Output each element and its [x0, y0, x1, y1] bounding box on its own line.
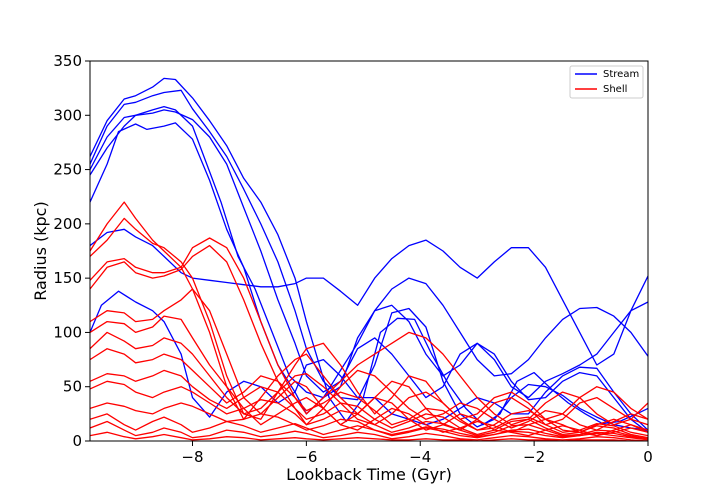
series-layer [90, 77, 648, 441]
shell-series-line-10 [90, 380, 648, 440]
y-tick-label: 350 [53, 52, 82, 70]
x-tick-label: 0 [643, 448, 653, 466]
legend-shell-label: Shell [603, 84, 627, 95]
y-tick-label: 100 [53, 323, 82, 341]
shell-series-line-9 [90, 369, 648, 439]
stream-series-line-2 [90, 89, 648, 431]
stream-series-line-5 [90, 122, 648, 415]
shell-series-line-8 [90, 348, 648, 437]
legend: Stream Shell [569, 65, 644, 99]
shell-series-line-5 [90, 288, 648, 437]
y-tick-label: 150 [53, 269, 82, 287]
x-tick-label: −8 [181, 448, 203, 466]
x-tick-label: −4 [409, 448, 431, 466]
y-axis-ticks: 0 50 100 150 200 250 300 350 [53, 52, 90, 450]
x-tick-label: −6 [295, 448, 317, 466]
shell-series-line-13 [90, 420, 648, 441]
legend-stream-label: Stream [603, 69, 639, 80]
shell-series-line-6 [90, 315, 648, 437]
shell-series-line-11 [90, 402, 648, 440]
x-axis-ticks: −8 −6 −4 −2 0 [181, 441, 653, 466]
y-tick-label: 300 [53, 106, 82, 124]
shell-series-line-4 [90, 244, 648, 431]
shell-series-line-3 [90, 237, 648, 426]
x-tick-label: −2 [523, 448, 545, 466]
stream-series-line-6 [90, 228, 648, 366]
y-tick-label: 250 [53, 161, 82, 179]
shell-series-line-7 [90, 331, 648, 433]
shell-series-line-12 [90, 413, 648, 441]
y-tick-label: 0 [72, 432, 82, 450]
stream-series-line-4 [90, 109, 648, 399]
stream-series-line-7 [90, 290, 648, 431]
y-axis-label: Radius (kpc) [31, 201, 50, 300]
plot-frame [89, 60, 649, 442]
stream-series-line-3 [90, 105, 648, 433]
shell-series-line-2 [90, 217, 648, 420]
x-axis-label: Lookback Time (Gyr) [286, 465, 452, 484]
shell-series-line-14 [90, 431, 648, 441]
y-tick-label: 50 [63, 378, 82, 396]
y-tick-label: 200 [53, 215, 82, 233]
